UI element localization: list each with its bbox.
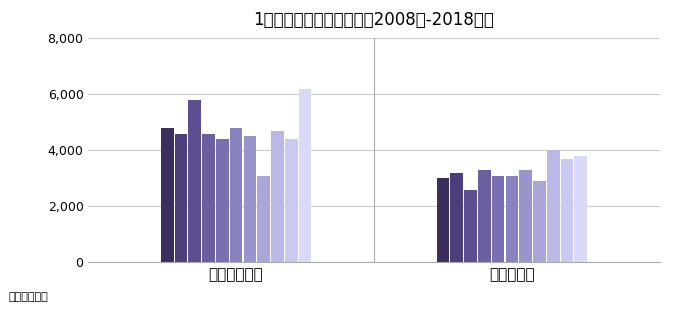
Bar bbox=[547, 150, 560, 262]
Bar bbox=[492, 176, 505, 262]
Bar bbox=[450, 173, 463, 262]
Bar bbox=[505, 176, 518, 262]
Bar bbox=[561, 159, 573, 262]
Text: （単位：円）: （単位：円） bbox=[8, 292, 48, 301]
Bar bbox=[188, 100, 201, 262]
Bar bbox=[216, 139, 228, 262]
Bar bbox=[243, 136, 256, 262]
Bar bbox=[464, 189, 477, 262]
Bar bbox=[202, 133, 215, 262]
Bar bbox=[299, 89, 311, 262]
Bar bbox=[257, 176, 270, 262]
Title: 1時間あたりの給与単価（2008年-2018年）: 1時間あたりの給与単価（2008年-2018年） bbox=[254, 11, 494, 28]
Bar bbox=[271, 131, 284, 262]
Bar bbox=[575, 156, 587, 262]
Bar bbox=[437, 178, 449, 262]
Bar bbox=[478, 170, 491, 262]
Bar bbox=[533, 181, 546, 262]
Bar bbox=[285, 139, 298, 262]
Bar bbox=[175, 133, 187, 262]
Bar bbox=[161, 128, 173, 262]
Bar bbox=[230, 128, 243, 262]
Bar bbox=[520, 170, 532, 262]
